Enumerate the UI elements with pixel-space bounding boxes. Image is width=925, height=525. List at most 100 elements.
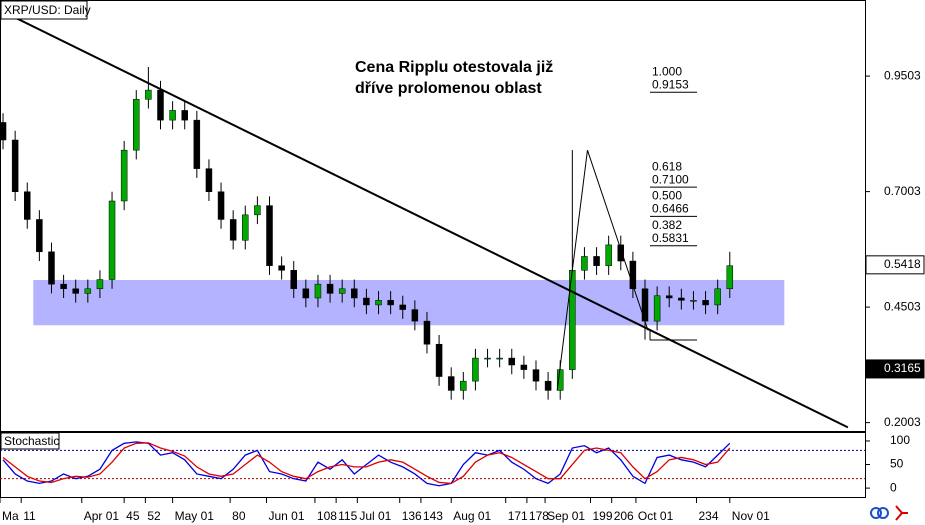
candle-body <box>326 283 334 294</box>
y-tick-label: 100 <box>890 433 910 447</box>
candle-body <box>581 256 588 271</box>
candle-body <box>145 89 152 100</box>
candle-body <box>278 265 285 271</box>
x-tick-label: Nov 01 <box>732 509 770 523</box>
candle-body <box>133 99 140 151</box>
candle-body <box>665 295 673 299</box>
candle-body <box>363 297 370 306</box>
x-tick-label: 108 <box>317 509 337 523</box>
candle-body <box>205 168 213 192</box>
candle-body <box>593 256 600 266</box>
candle-body <box>302 288 310 299</box>
candle-body <box>84 288 92 294</box>
fib-ratio: 0.500 <box>652 189 682 203</box>
title-box <box>0 0 88 20</box>
fib-price: 0.9153 <box>652 77 689 91</box>
support-zone <box>33 279 785 326</box>
x-tick-label: 143 <box>423 509 443 523</box>
candle-body <box>714 288 721 306</box>
x-tick-label: Aug 01 <box>453 509 491 523</box>
candle-body <box>472 357 479 382</box>
candle-body <box>48 251 55 285</box>
pane-title-box <box>0 432 60 450</box>
x-tick-label: 234 <box>698 509 718 523</box>
candle-body <box>338 288 346 294</box>
candle-body <box>411 309 419 322</box>
x-tick-label: 80 <box>232 509 246 523</box>
candle-body <box>435 343 443 377</box>
fib-swing <box>556 150 649 391</box>
candle-body <box>290 270 297 290</box>
stochastic-line <box>2 442 731 485</box>
exit-icon[interactable] <box>895 505 908 521</box>
candle-body <box>678 297 685 301</box>
candle-body <box>217 191 225 220</box>
candle-body <box>96 279 104 290</box>
candle-body <box>617 244 625 262</box>
x-tick-label: 45 <box>126 509 140 523</box>
candle-body <box>11 139 19 192</box>
candle-body <box>726 265 734 290</box>
x-tick-label: Oct 01 <box>638 509 674 523</box>
fib-ratio: 1.000 <box>652 64 682 78</box>
candle-body <box>254 205 261 216</box>
candle-body <box>399 304 406 310</box>
x-tick-label: Apr 01 <box>84 509 120 523</box>
candle-body <box>532 369 540 382</box>
trendline <box>0 9 849 429</box>
y-tick-label: 0.7003 <box>884 184 921 198</box>
candle-body <box>314 283 322 299</box>
fib-price: 0.5831 <box>652 231 689 245</box>
x-tick-label: Sep 01 <box>547 509 585 523</box>
candle-body <box>690 300 697 302</box>
candle-body <box>181 110 188 121</box>
price-marker-box <box>865 255 925 275</box>
price-marker-box <box>865 359 925 379</box>
candle-body <box>157 89 164 121</box>
candle-body <box>702 300 709 306</box>
candle-body <box>484 357 491 360</box>
candle-body <box>60 283 67 290</box>
toolbar-icons[interactable] <box>870 505 908 521</box>
candle-body <box>193 119 201 169</box>
candle-body <box>496 357 503 360</box>
x-tick-label: 206 <box>614 509 634 523</box>
y-tick-label: 0 <box>890 480 897 494</box>
x-tick-label: 11 <box>23 509 36 523</box>
candle-body <box>108 200 116 280</box>
price-marker-label: 0.3165 <box>884 361 921 375</box>
candle-body <box>36 219 43 253</box>
candle-body <box>169 110 176 121</box>
fib-price: 0.7100 <box>652 172 689 186</box>
fib-ratio: 0.618 <box>652 159 682 173</box>
candle-body <box>120 149 128 202</box>
y-tick-label: 0.9503 <box>884 68 921 82</box>
x-tick-label: 199 <box>592 509 612 523</box>
x-tick-label: May 01 <box>175 509 215 523</box>
chart-title: XRP/USD: Daily <box>4 3 91 17</box>
candle-body <box>520 364 528 370</box>
x-tick-label: 115 <box>338 509 357 523</box>
candle-body <box>242 214 249 241</box>
price-marker-label: 0.5418 <box>884 257 921 271</box>
candle-body <box>72 288 79 294</box>
candle-body <box>544 380 552 391</box>
main-pane-border <box>0 0 866 432</box>
candle-body <box>508 357 516 366</box>
fib-price: 0.6466 <box>652 202 689 216</box>
candle-body <box>447 376 455 391</box>
x-tick-label: 171 <box>508 509 528 523</box>
candle-body <box>229 219 237 241</box>
x-tick-label: Ma <box>2 509 19 523</box>
fib-ratio: 0.382 <box>652 218 682 232</box>
candle-body <box>653 295 661 322</box>
y-tick-label: 50 <box>890 457 904 471</box>
link-icon[interactable] <box>870 507 882 519</box>
candle-body <box>423 320 431 345</box>
candle-body <box>605 244 612 266</box>
pane-title: Stochastic <box>4 434 59 448</box>
link-icon[interactable] <box>877 507 889 519</box>
x-tick-label: 136 <box>402 509 422 523</box>
